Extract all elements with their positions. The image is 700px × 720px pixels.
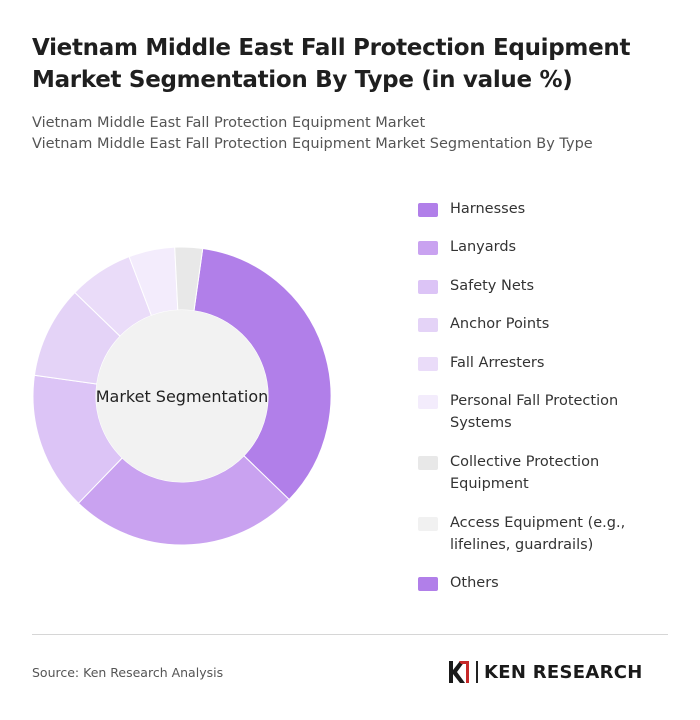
donut-chart: Market Segmentation bbox=[32, 246, 332, 546]
legend-label: Harnesses bbox=[450, 201, 526, 217]
legend-item: Fall Arresters bbox=[418, 352, 680, 374]
legend-label: Lanyards bbox=[450, 239, 517, 255]
donut-slices bbox=[32, 246, 332, 546]
legend-label: Fall Arresters bbox=[450, 355, 545, 371]
ken-research-logo: KEN RESEARCH bbox=[448, 659, 643, 685]
legend-label: Safety Nets bbox=[450, 278, 534, 294]
logo-separator bbox=[476, 661, 478, 683]
legend-swatch bbox=[418, 203, 438, 217]
legend-swatch bbox=[418, 456, 438, 470]
legend-swatch bbox=[418, 318, 438, 332]
chart-subtitle: Vietnam Middle East Fall Protection Equi… bbox=[32, 113, 672, 155]
source-note: Source: Ken Research Analysis bbox=[32, 665, 224, 680]
subtitle-line-2: Vietnam Middle East Fall Protection Equi… bbox=[32, 136, 593, 152]
legend-swatch bbox=[418, 577, 438, 591]
legend-label: Others bbox=[450, 575, 499, 591]
legend-swatch bbox=[418, 241, 438, 255]
logo-text: KEN RESEARCH bbox=[484, 661, 643, 683]
footer-divider bbox=[32, 634, 668, 635]
chart-title: Vietnam Middle East Fall Protection Equi… bbox=[32, 35, 631, 93]
legend-item: Harnesses bbox=[418, 198, 680, 220]
legend-swatch bbox=[418, 357, 438, 371]
legend-swatch bbox=[418, 395, 438, 409]
legend-swatch bbox=[418, 280, 438, 294]
legend-item: Personal Fall Protection Systems bbox=[418, 390, 680, 434]
legend-item: Access Equipment (e.g., lifelines, guard… bbox=[418, 512, 680, 556]
legend-item: Others bbox=[418, 572, 680, 594]
legend-item: Collective Protection Equipment bbox=[418, 451, 680, 495]
legend-item: Lanyards bbox=[418, 236, 680, 258]
legend-item: Safety Nets bbox=[418, 275, 680, 297]
legend-item: Anchor Points bbox=[418, 313, 680, 335]
legend-label: Personal Fall Protection Systems bbox=[450, 393, 619, 431]
donut-center bbox=[96, 310, 268, 482]
legend-label: Anchor Points bbox=[450, 316, 550, 332]
legend-swatch bbox=[418, 517, 438, 531]
slice-lanyards bbox=[77, 455, 290, 546]
center-label: Market Segmentation bbox=[96, 387, 269, 406]
ken-logo-mark-icon bbox=[449, 661, 469, 683]
legend-label: Collective Protection Equipment bbox=[450, 454, 600, 492]
subtitle-line-1: Vietnam Middle East Fall Protection Equi… bbox=[32, 115, 426, 131]
legend-label: Access Equipment (e.g., lifelines, guard… bbox=[450, 515, 626, 553]
